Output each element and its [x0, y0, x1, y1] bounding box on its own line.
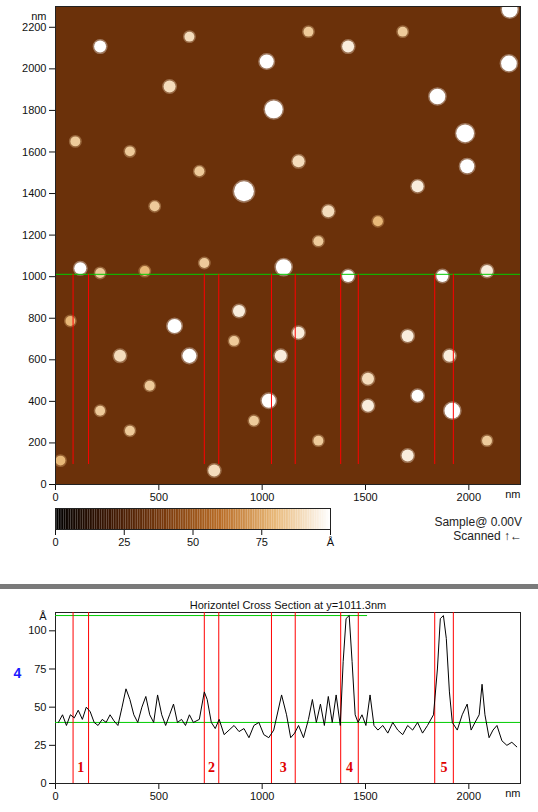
svg-text:2: 2	[208, 760, 215, 775]
svg-text:25: 25	[34, 739, 46, 751]
svg-text:1800: 1800	[22, 104, 46, 116]
svg-text:Å: Å	[327, 536, 335, 548]
svg-text:0: 0	[40, 478, 46, 490]
svg-text:800: 800	[28, 312, 46, 324]
svg-text:1000: 1000	[250, 491, 274, 503]
svg-text:2000: 2000	[457, 491, 481, 503]
svg-text:1400: 1400	[22, 187, 46, 199]
svg-text:2000: 2000	[457, 790, 481, 802]
svg-text:500: 500	[150, 790, 168, 802]
svg-text:nm: nm	[505, 787, 520, 799]
svg-text:0: 0	[40, 777, 46, 789]
svg-text:1000: 1000	[250, 790, 274, 802]
svg-text:2200: 2200	[22, 21, 46, 33]
svg-text:500: 500	[150, 491, 168, 503]
svg-text:Å: Å	[39, 610, 47, 622]
svg-text:nm: nm	[505, 488, 520, 500]
svg-text:2000: 2000	[22, 62, 46, 74]
svg-text:1200: 1200	[22, 229, 46, 241]
svg-text:75: 75	[34, 663, 46, 675]
svg-text:75: 75	[256, 536, 268, 548]
svg-text:400: 400	[28, 395, 46, 407]
svg-text:0: 0	[52, 536, 58, 548]
svg-text:1000: 1000	[22, 270, 46, 282]
html-text:Scanned ↑←: Scanned ↑←	[453, 529, 522, 543]
svg-text:100: 100	[28, 624, 46, 636]
svg-text:1500: 1500	[353, 790, 377, 802]
html-text:Sample@ 0.00V: Sample@ 0.00V	[434, 515, 522, 529]
svg-text:1500: 1500	[353, 491, 377, 503]
svg-text:4: 4	[14, 665, 22, 681]
svg-text:25: 25	[118, 536, 130, 548]
svg-text:600: 600	[28, 353, 46, 365]
svg-text:0: 0	[52, 790, 58, 802]
svg-text:3: 3	[280, 760, 287, 775]
svg-text:1600: 1600	[22, 145, 46, 157]
svg-text:200: 200	[28, 436, 46, 448]
svg-text:0: 0	[52, 491, 58, 503]
svg-text:50: 50	[187, 536, 199, 548]
svg-text:nm: nm	[31, 10, 46, 22]
svg-text:50: 50	[34, 701, 46, 713]
svg-text:4: 4	[346, 760, 353, 775]
svg-text:Horizontel Cross Section at y=: Horizontel Cross Section at y=1011.3nm	[190, 599, 386, 611]
svg-text:5: 5	[441, 760, 448, 775]
svg-text:1: 1	[77, 760, 84, 775]
